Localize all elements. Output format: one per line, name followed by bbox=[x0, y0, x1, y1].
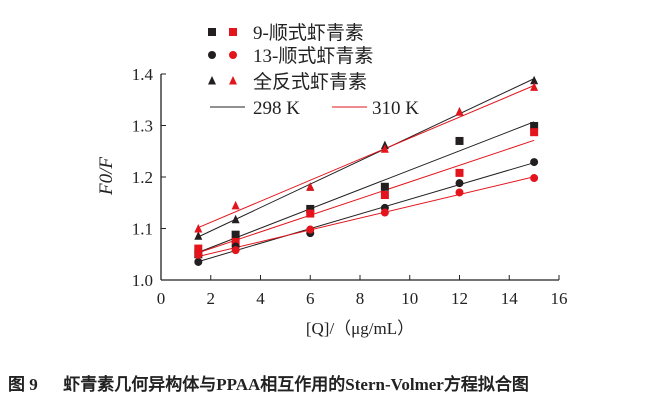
x-tick-label: 6 bbox=[306, 289, 315, 308]
fit-line-4 bbox=[198, 78, 535, 238]
x-axis-label: [Q]/（μg/mL） bbox=[306, 319, 414, 338]
y-tick-label: 1.4 bbox=[132, 65, 154, 84]
x-tick-label: 2 bbox=[207, 289, 216, 308]
data-point-circle-3 bbox=[306, 225, 315, 234]
data-point-triangle-4 bbox=[194, 231, 203, 240]
x-tick-label: 14 bbox=[501, 289, 519, 308]
data-point-triangle-4 bbox=[530, 75, 539, 85]
data-point-square-0 bbox=[306, 204, 315, 213]
fit-line-1 bbox=[198, 139, 535, 254]
data-point-square-1 bbox=[455, 168, 464, 177]
legend-marker-triangle-red bbox=[229, 76, 237, 85]
data-point-square-0 bbox=[380, 182, 389, 191]
data-point-square-1 bbox=[231, 237, 240, 246]
data-point-circle-2 bbox=[455, 179, 464, 188]
legend-label-298k: 298 K bbox=[253, 98, 300, 119]
data-point-triangle-5 bbox=[530, 82, 539, 91]
fit-line-2 bbox=[198, 162, 535, 263]
y-tick-label: 1.3 bbox=[132, 117, 153, 136]
x-tick-label: 0 bbox=[157, 289, 166, 308]
data-point-circle-3 bbox=[530, 174, 539, 183]
data-point-triangle-5 bbox=[306, 182, 315, 191]
legend-marker-circle-black bbox=[208, 51, 216, 59]
data-point-circle-2 bbox=[194, 257, 203, 266]
data-point-square-1 bbox=[380, 191, 389, 200]
legend-label: 13-顺式虾青素 bbox=[253, 45, 373, 67]
data-point-triangle-5 bbox=[231, 200, 240, 210]
x-tick-label: 12 bbox=[451, 289, 468, 308]
fit-line-3 bbox=[198, 176, 535, 257]
y-tick-label: 1.1 bbox=[132, 220, 153, 239]
data-point-square-0 bbox=[530, 122, 539, 131]
figure-caption: 图 9 虾青素几何异构体与PPAA相互作用的Stern-Volmer方程拟合图 bbox=[8, 375, 529, 394]
y-axis-label: F0/F bbox=[96, 157, 117, 196]
data-point-square-1 bbox=[306, 209, 315, 218]
data-point-triangle-5 bbox=[455, 107, 464, 116]
fit-line-5 bbox=[198, 85, 535, 229]
legend-marker-square-red bbox=[229, 28, 237, 36]
data-point-circle-3 bbox=[380, 208, 389, 217]
legend-label: 9-顺式虾青素 bbox=[253, 22, 364, 44]
data-point-triangle-5 bbox=[380, 144, 389, 153]
x-tick-label: 16 bbox=[551, 289, 568, 308]
y-tick-label: 1.2 bbox=[132, 168, 153, 187]
x-tick-label: 4 bbox=[256, 289, 265, 308]
legend-label-310k: 310 K bbox=[372, 98, 419, 119]
data-point-circle-2 bbox=[530, 158, 539, 167]
legend-marker-circle-red bbox=[229, 51, 237, 59]
data-point-square-0 bbox=[455, 136, 464, 145]
y-tick-label: 1.0 bbox=[132, 271, 153, 290]
legend-marker-triangle-black bbox=[208, 76, 216, 85]
x-tick-label: 8 bbox=[356, 289, 365, 308]
data-point-circle-3 bbox=[194, 250, 203, 259]
data-point-circle-3 bbox=[231, 246, 240, 255]
legend-label: 全反式虾青素 bbox=[253, 71, 367, 93]
data-point-triangle-4 bbox=[231, 214, 240, 224]
legend-marker-square-black bbox=[208, 28, 216, 36]
data-point-triangle-5 bbox=[194, 224, 203, 233]
data-point-square-0 bbox=[231, 230, 240, 239]
data-point-square-1 bbox=[530, 128, 539, 137]
fit-line-0 bbox=[198, 121, 535, 253]
data-point-circle-3 bbox=[455, 188, 464, 197]
x-tick-label: 10 bbox=[401, 289, 418, 308]
data-point-square-1 bbox=[194, 244, 203, 253]
